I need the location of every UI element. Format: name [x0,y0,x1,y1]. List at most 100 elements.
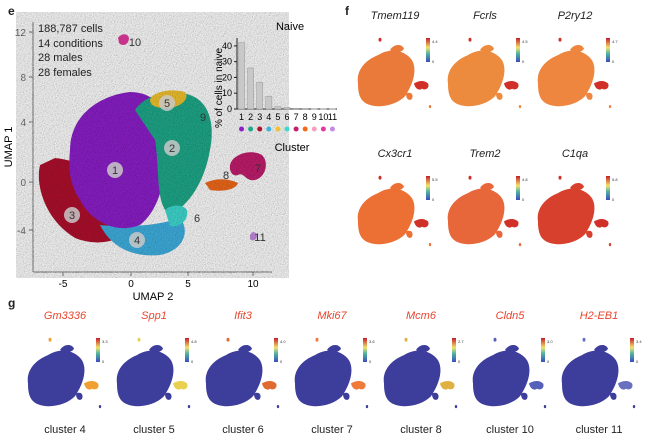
gene-title-tmem119: Tmem119 [370,10,420,22]
color-scale-bar [426,176,430,200]
color-scale-max: 3.6 [369,339,375,344]
umap-feature-mki67: 3.60 [294,337,375,409]
color-scale-max: 4.5 [522,39,528,44]
bar-cluster-9 [310,108,318,110]
bar-cluster-11 [329,108,336,110]
bar-legend-dot [284,126,290,132]
bar-cluster-10 [320,108,327,110]
umap-ylabel: UMAP 1 [3,127,15,168]
bar-xtick-label: 7 [294,112,299,122]
umap-label-circle [164,140,180,156]
umap-feature-h2-eb1: 3.40 [561,337,642,409]
gene-title-c1qa: C1qa [561,148,589,160]
cluster-caption: cluster 8 [400,424,442,436]
bar-legend-dot [302,126,308,132]
umap-cluster-5 [150,90,187,108]
color-scale-bar [606,38,610,62]
bar-xtick-label: 1 [239,112,244,122]
color-scale-max: 3.3 [102,339,108,344]
umap-feature-trem2: 4.80 [447,175,528,247]
bar-xtick-label: 5 [275,112,280,122]
color-scale-min: 0 [522,59,525,64]
color-scale-max: 4.0 [280,339,286,344]
color-scale-min: 0 [636,359,639,364]
umap-label-circle [107,162,123,178]
naive-bar-chart: Naive % of cells in naive Cluster 0 10 20 3… [214,21,337,154]
bar-chart-ylabel: % of cells in naive [214,48,225,128]
umap-cluster-label: 4 [134,235,140,247]
stat-males: 28 males [38,52,83,64]
color-scale-bar [606,176,610,200]
color-scale-max: 3.4 [636,339,642,344]
cluster-caption: cluster 4 [44,424,86,436]
umap-xlabel: UMAP 2 [133,291,174,303]
bar-legend-dot [239,126,245,132]
color-scale-min: 0 [280,359,283,364]
gene-title-p2ry12: P2ry12 [557,10,593,22]
bar-cluster-3 [256,81,264,110]
color-scale-bar [516,38,520,62]
umap-cluster-2 [135,92,212,215]
color-scale-min: 0 [369,359,372,364]
color-scale-min: 0 [612,197,615,202]
bar-legend-dot [248,126,254,132]
stat-females: 28 females [38,66,92,79]
umap-ytick-label: 12 [15,28,27,39]
umap-xtick-label: 10 [247,279,259,290]
gene-title-trem2: Trem2 [469,148,501,160]
umap-cluster-1 [69,92,166,229]
bar-xtick-label: 9 [312,112,317,122]
bar-chart-xlabel: Cluster [275,142,310,154]
panel-letter-g: g [8,296,16,310]
color-scale-max: 4.8 [522,177,528,182]
umap-feature-fcrls: 4.50 [447,37,528,109]
umap-cluster-10 [118,34,129,46]
gene-title-ifit3: Ifit3 [234,310,252,322]
umap-feature-c1qa: 5.80 [537,175,618,247]
color-scale-bar [363,338,367,362]
color-scale-min: 0 [522,197,525,202]
color-scale-min: 0 [458,359,461,364]
bar-legend-dot [257,126,263,132]
umap-feature-p2ry12: 4.70 [537,37,618,109]
bar-cluster-6 [283,107,291,110]
color-scale-min: 0 [102,359,105,364]
color-scale-bar [185,338,189,362]
panel-letter-e: e [8,4,15,18]
stat-conditions: 14 conditions [38,37,103,50]
umap-cluster-6 [165,205,188,227]
panel-letter-f: f [345,4,349,18]
gene-title-cx3cr1: Cx3cr1 [377,148,413,160]
bar-cluster-2 [247,67,254,110]
umap-cluster-label: 6 [194,213,200,225]
color-scale-min: 0 [547,359,550,364]
gene-title-gm3336: Gm3336 [43,310,87,322]
color-scale-max: 5.5 [432,177,438,182]
umap-xtick-label: 5 [185,279,191,290]
umap-ytick-label: -4 [17,226,26,237]
color-scale-max: 3.0 [547,339,553,344]
umap-cluster-label: 2 [169,143,175,155]
umap-ytick-label: 8 [20,73,26,84]
color-scale-min: 0 [191,359,194,364]
bar-xtick-label: 4 [266,112,271,122]
gene-title-mcm6: Mcm6 [406,310,436,322]
gene-title-h2-eb1: H2-EB1 [579,310,619,322]
umap-cluster-7 [229,152,266,181]
bar-legend-dot [293,126,299,132]
bar-xtick-label: 10 [318,112,328,122]
umap-xtick-label: -5 [59,279,68,290]
umap-cluster-8 [205,179,238,191]
bar-legend-dot [266,126,272,132]
color-scale-bar [630,338,634,362]
umap-cluster-11 [250,232,257,241]
umap-cluster-label: 5 [164,98,170,110]
color-scale-bar [516,176,520,200]
gene-title-cldn5: Cldn5 [495,310,525,322]
bar-legend-dot [329,126,335,132]
bar-ytick-label: 10 [222,88,232,98]
color-scale-max: 4.4 [432,39,438,44]
umap-label-circle [159,95,175,111]
bar-ytick-label: 0 [227,104,232,114]
bar-xtick-label: 11 [328,112,337,122]
